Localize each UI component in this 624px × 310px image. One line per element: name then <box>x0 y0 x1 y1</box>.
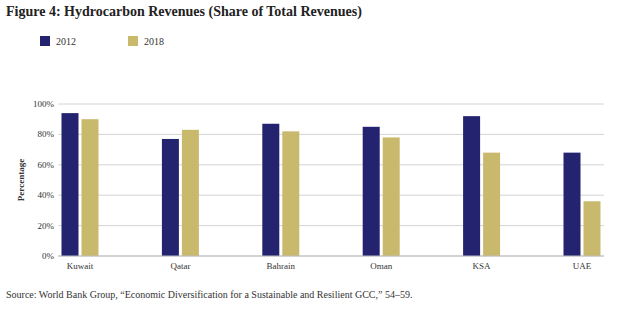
bar <box>262 124 279 256</box>
grid-line <box>58 225 604 226</box>
bar <box>564 153 581 256</box>
category-label: Kuwait <box>67 261 94 271</box>
bar <box>162 139 179 256</box>
category-label: Bahrain <box>267 261 296 271</box>
y-axis-label: Percentage <box>16 159 26 201</box>
tick-label: 20% <box>38 221 55 231</box>
bar <box>282 131 299 256</box>
bar <box>383 137 400 256</box>
legend-swatch <box>128 36 138 46</box>
title: Figure 4: Hydrocarbon Revenues (Share of… <box>6 4 362 20</box>
category-label: Oman <box>370 261 392 271</box>
grid-line <box>58 195 604 196</box>
tick-label: 0% <box>42 251 55 261</box>
grid-line <box>58 134 604 135</box>
page: {"chart_data": {"type": "bar", "title": … <box>0 0 624 310</box>
grid-line <box>58 104 604 105</box>
bar <box>82 119 99 256</box>
bar <box>363 127 380 256</box>
bar <box>62 113 79 256</box>
legend: 2012 2018 <box>40 36 164 47</box>
x-axis-line <box>58 256 604 257</box>
bar <box>584 201 601 256</box>
grid-line <box>58 256 604 257</box>
legend-swatch <box>40 36 50 46</box>
chart: Figure 4: Hydrocarbon Revenues (Share of… <box>0 0 624 310</box>
category-label: KSA <box>473 261 492 271</box>
bar <box>483 153 500 256</box>
source-note: Source: World Bank Group, “Economic Dive… <box>6 289 412 300</box>
category-label: UAE <box>573 261 592 271</box>
grid-line <box>58 164 604 165</box>
tick-label: 100% <box>33 99 55 109</box>
legend-label: 2012 <box>56 36 76 47</box>
tick-label: 40% <box>38 190 55 200</box>
tick-label: 60% <box>38 160 55 170</box>
bar <box>463 116 480 256</box>
bar <box>182 130 199 256</box>
bars <box>62 113 601 256</box>
tick-label: 80% <box>38 129 55 139</box>
category-label: Qatar <box>170 261 190 271</box>
legend-label: 2018 <box>144 36 164 47</box>
